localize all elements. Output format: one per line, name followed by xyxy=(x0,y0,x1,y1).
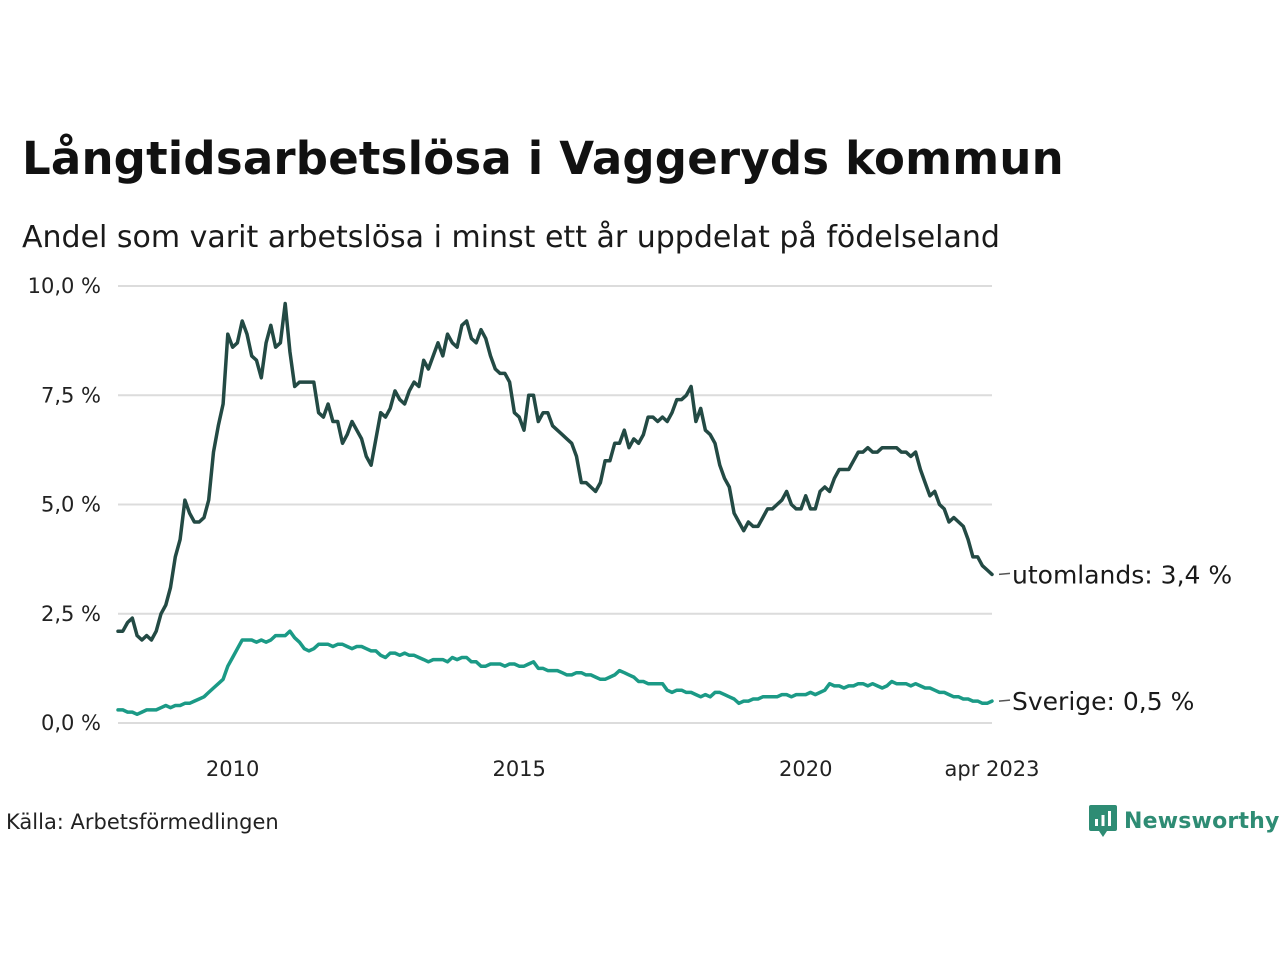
x-tick-label: apr 2023 xyxy=(945,757,1040,781)
y-tick-label: 2,5 % xyxy=(41,602,101,626)
end-label-sverige: Sverige: 0,5 % xyxy=(1012,687,1194,716)
brand-name: Newsworthy xyxy=(1124,808,1280,834)
x-tick-label: 2015 xyxy=(492,757,545,781)
end-label-connector xyxy=(998,699,1011,702)
y-tick-label: 7,5 % xyxy=(41,383,101,407)
chart-title: Långtidsarbetslösa i Vaggeryds kommun xyxy=(22,132,1064,185)
chart-subtitle: Andel som varit arbetslösa i minst ett å… xyxy=(22,220,1000,255)
y-tick-label: 0,0 % xyxy=(41,711,101,735)
newsworthy-logo-icon xyxy=(1089,805,1117,837)
line-chart: 0,0 % 2,5 % 5,0 % 7,5 % 10,0 % 2010 2015 2020 ap… xyxy=(28,274,1233,781)
series-line-utomlands xyxy=(116,301,994,642)
source-note: Källa: Arbetsförmedlingen xyxy=(6,810,279,834)
brand-logo: Newsworthy xyxy=(1088,804,1280,838)
end-label-utomlands: utomlands: 3,4 % xyxy=(1012,560,1232,589)
y-tick-label: 10,0 % xyxy=(28,274,101,298)
x-tick-label: 2010 xyxy=(206,757,259,781)
y-tick-label: 5,0 % xyxy=(41,493,101,517)
series-line-sverige xyxy=(116,629,994,717)
end-label-connector xyxy=(998,572,1011,576)
x-tick-label: 2020 xyxy=(779,757,832,781)
